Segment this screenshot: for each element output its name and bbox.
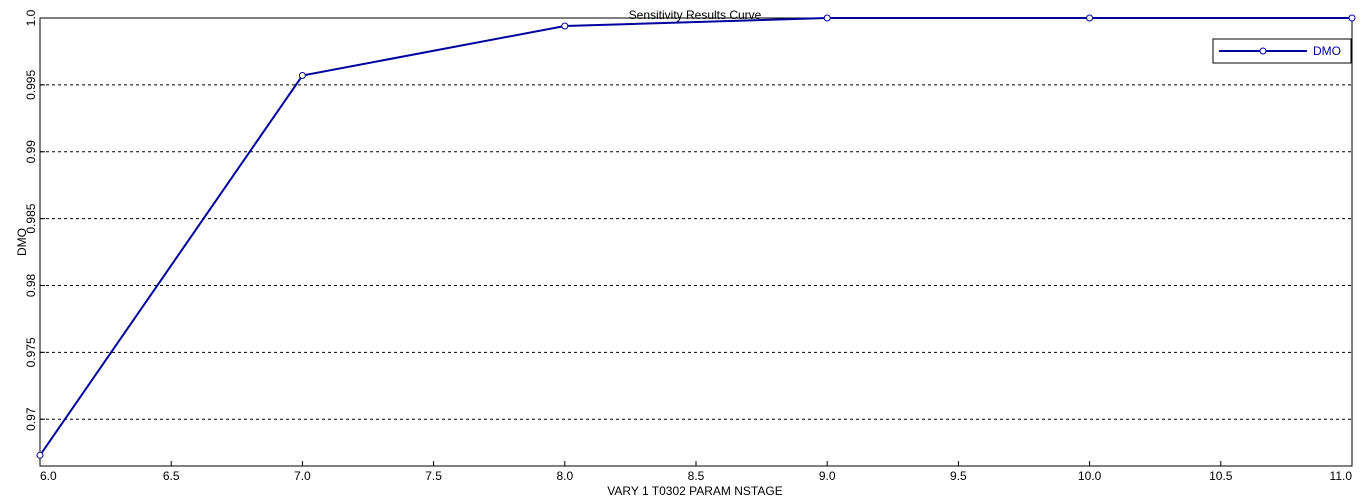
x-tick-label: 6.0 xyxy=(40,469,57,483)
data-point xyxy=(561,22,569,30)
grid-layer xyxy=(40,17,1352,420)
legend-label-dmo: DMO xyxy=(1313,44,1341,58)
chart-title: Sensitivity Results Curve xyxy=(629,8,762,22)
x-tick-label: 8.0 xyxy=(556,469,573,483)
y-tick-label: 0.99 xyxy=(24,140,38,164)
series-layer xyxy=(36,14,1356,459)
x-axis-title: VARY 1 T0302 PARAM NSTAGE xyxy=(607,484,782,497)
y-tick-label: 0.995 xyxy=(24,70,38,100)
data-point xyxy=(1348,14,1356,22)
x-tick-label: 10.0 xyxy=(1078,469,1102,483)
y-tick-label: 0.975 xyxy=(24,337,38,367)
y-tick-label: 1.0 xyxy=(24,9,38,26)
x-tick-label: 7.5 xyxy=(425,469,442,483)
y-tick-label: 0.97 xyxy=(24,407,38,431)
x-tick-label: 11.0 xyxy=(1330,469,1353,483)
legend-marker xyxy=(1259,47,1267,55)
legend: DMO xyxy=(1212,38,1352,64)
x-tick-label: 6.5 xyxy=(163,469,180,483)
data-point xyxy=(36,451,44,459)
x-tick-label: 10.5 xyxy=(1209,469,1233,483)
y-tick-label: 0.98 xyxy=(24,273,38,297)
x-axis: 6.0 6.5 7.0 7.5 8.0 8.5 9.0 9.5 10.0 10.5 11.0 xyxy=(39,461,1353,483)
series-line-dmo xyxy=(39,17,1352,456)
x-tick-label: 7.0 xyxy=(294,469,311,483)
data-point xyxy=(823,14,831,22)
data-point xyxy=(298,72,306,80)
x-tick-label: 9.0 xyxy=(819,469,836,483)
y-axis: 0.97 0.975 0.98 0.985 0.99 0.995 1.0 xyxy=(24,9,45,431)
x-tick-label: 9.5 xyxy=(950,469,967,483)
x-tick-label: 8.5 xyxy=(688,469,705,483)
y-axis-title: DMO xyxy=(15,228,29,256)
y-tick-label: 0.985 xyxy=(24,203,38,233)
data-point xyxy=(1086,14,1094,22)
